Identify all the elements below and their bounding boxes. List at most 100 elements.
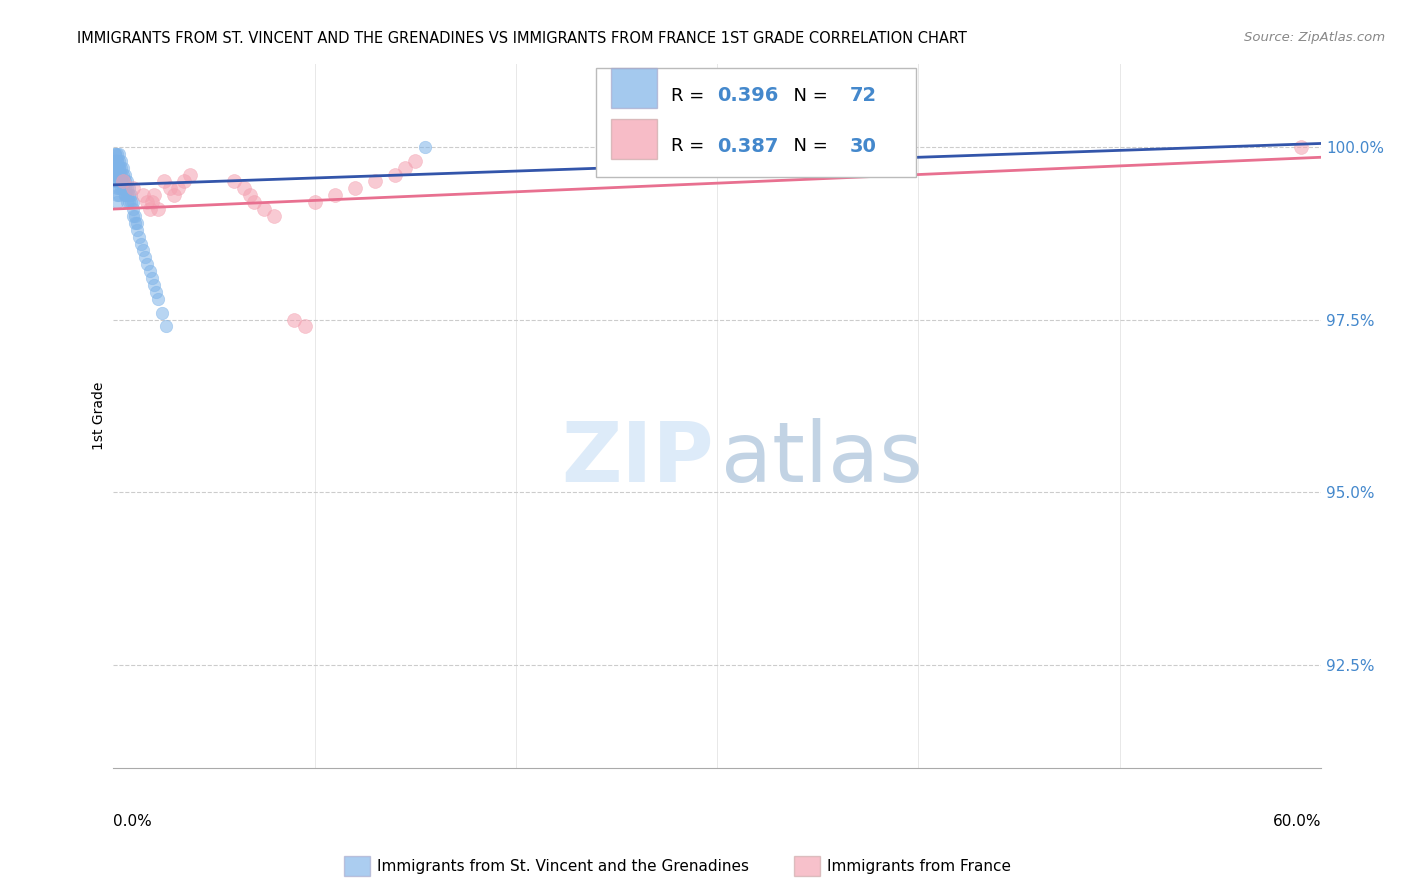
Point xyxy=(124,216,146,230)
Point xyxy=(173,174,195,188)
Point xyxy=(108,146,131,161)
Point xyxy=(112,174,135,188)
Point xyxy=(108,181,131,195)
Point xyxy=(404,153,426,168)
Text: Immigrants from France: Immigrants from France xyxy=(827,859,1011,873)
Point xyxy=(122,202,145,216)
Bar xyxy=(596,68,917,177)
Point xyxy=(104,174,127,188)
Point xyxy=(122,181,145,195)
Point xyxy=(104,161,127,175)
Point xyxy=(120,195,142,210)
Point xyxy=(138,264,160,278)
Point xyxy=(104,153,127,168)
Point xyxy=(104,146,127,161)
Point xyxy=(150,305,173,319)
Point xyxy=(105,168,128,182)
Text: 60.0%: 60.0% xyxy=(1272,814,1322,829)
Point xyxy=(141,195,163,210)
Point xyxy=(394,161,416,175)
Point xyxy=(110,181,132,195)
Point xyxy=(114,188,136,202)
Point xyxy=(105,153,128,168)
Point xyxy=(105,188,128,202)
Point xyxy=(384,168,406,182)
Point xyxy=(142,278,165,293)
Point xyxy=(134,251,156,265)
Point xyxy=(104,153,127,168)
Point xyxy=(122,209,145,223)
Point xyxy=(105,153,128,168)
Point xyxy=(110,168,132,182)
Text: Immigrants from St. Vincent and the Grenadines: Immigrants from St. Vincent and the Gren… xyxy=(377,859,749,873)
Point xyxy=(120,188,142,202)
Text: 0.396: 0.396 xyxy=(717,87,779,105)
Point xyxy=(128,229,150,244)
Point xyxy=(110,161,132,175)
Point xyxy=(323,188,346,202)
Point xyxy=(127,216,149,230)
Text: atlas: atlas xyxy=(721,418,922,499)
Point xyxy=(104,168,127,182)
Point xyxy=(304,195,326,210)
Point xyxy=(222,174,245,188)
Point xyxy=(146,202,169,216)
Point xyxy=(136,195,159,210)
Point xyxy=(108,188,131,202)
Point xyxy=(283,312,305,326)
Point xyxy=(146,292,169,306)
Text: R =: R = xyxy=(671,87,710,104)
Point xyxy=(112,174,135,188)
Point xyxy=(114,188,136,202)
Point xyxy=(117,181,139,195)
Text: 30: 30 xyxy=(851,137,877,156)
Point xyxy=(1289,140,1312,154)
Point xyxy=(110,153,132,168)
Point xyxy=(105,161,128,175)
Point xyxy=(108,161,131,175)
Bar xyxy=(610,119,657,159)
Point xyxy=(108,161,131,175)
Text: Source: ZipAtlas.com: Source: ZipAtlas.com xyxy=(1244,31,1385,45)
Point xyxy=(118,195,141,210)
Point xyxy=(263,209,285,223)
Point xyxy=(110,174,132,188)
Point xyxy=(108,168,131,182)
Point xyxy=(105,174,128,188)
Text: R =: R = xyxy=(671,137,710,155)
Point xyxy=(117,195,139,210)
Point xyxy=(104,146,127,161)
Point xyxy=(114,174,136,188)
Bar xyxy=(610,69,657,109)
Point xyxy=(112,181,135,195)
Point xyxy=(294,319,316,334)
Point xyxy=(108,153,131,168)
Point xyxy=(117,188,139,202)
Text: IMMIGRANTS FROM ST. VINCENT AND THE GRENADINES VS IMMIGRANTS FROM FRANCE 1ST GRA: IMMIGRANTS FROM ST. VINCENT AND THE GREN… xyxy=(77,31,967,46)
Point xyxy=(108,174,131,188)
Point xyxy=(159,181,181,195)
Point xyxy=(124,209,146,223)
Point xyxy=(179,168,201,182)
Point xyxy=(114,181,136,195)
Point xyxy=(127,223,149,237)
Point xyxy=(118,188,141,202)
Y-axis label: 1st Grade: 1st Grade xyxy=(93,382,107,450)
Text: N =: N = xyxy=(782,137,834,155)
Point xyxy=(233,181,256,195)
Text: ZIP: ZIP xyxy=(561,418,714,499)
Point xyxy=(112,161,135,175)
Point xyxy=(141,271,163,285)
Point xyxy=(243,195,266,210)
Point xyxy=(131,236,153,251)
Point xyxy=(155,319,177,334)
Point xyxy=(343,181,366,195)
Point xyxy=(166,181,188,195)
Text: 0.387: 0.387 xyxy=(717,137,779,156)
Point xyxy=(104,161,127,175)
Point xyxy=(142,188,165,202)
Point xyxy=(105,146,128,161)
Point xyxy=(105,161,128,175)
Point xyxy=(118,181,141,195)
Point xyxy=(114,168,136,182)
